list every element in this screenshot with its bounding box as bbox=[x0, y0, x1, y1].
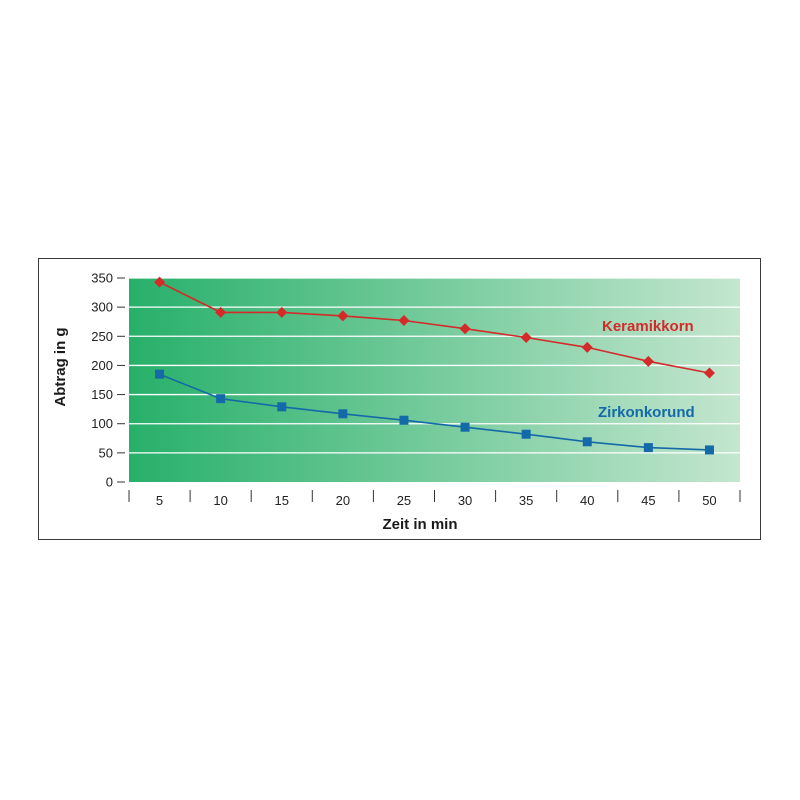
axes: 0 50 100 150 200 250 300 350 5 10 15 20 25 30 35 40 45 50 bbox=[91, 271, 741, 508]
x-tick-label: 40 bbox=[580, 493, 594, 508]
data-point-keramikkorn bbox=[276, 306, 288, 318]
y-tick-label: 300 bbox=[91, 300, 113, 315]
data-point-keramikkorn bbox=[337, 310, 349, 322]
x-tick-label: 15 bbox=[275, 493, 289, 508]
x-tick-label: 30 bbox=[458, 493, 472, 508]
x-tick-label: 10 bbox=[213, 493, 227, 508]
x-tick-label: 35 bbox=[519, 493, 533, 508]
y-tick-label: 100 bbox=[91, 416, 113, 431]
x-tick-label: 5 bbox=[156, 493, 163, 508]
y-tick-label: 250 bbox=[91, 329, 113, 344]
x-tick-label: 20 bbox=[336, 493, 350, 508]
data-point-zirkonkorund bbox=[521, 429, 531, 439]
y-tick-label: 350 bbox=[91, 271, 113, 286]
data-point-zirkonkorund bbox=[277, 402, 287, 412]
x-tick-label: 25 bbox=[397, 493, 411, 508]
y-tick-label: 0 bbox=[106, 475, 113, 490]
data-point-keramikkorn bbox=[154, 276, 166, 288]
series-label-keramikkorn: Keramikkorn bbox=[602, 318, 694, 335]
x-axis-title: Zeit in min bbox=[383, 516, 458, 533]
data-point-zirkonkorund bbox=[582, 437, 592, 447]
data-point-zirkonkorund bbox=[399, 415, 409, 425]
data-point-keramikkorn bbox=[581, 341, 593, 353]
data-point-keramikkorn bbox=[520, 331, 532, 343]
data-point-zirkonkorund bbox=[643, 443, 653, 453]
data-point-keramikkorn bbox=[703, 367, 715, 379]
y-tick-label: 150 bbox=[91, 387, 113, 402]
series-line-zirkonkorund bbox=[159, 373, 710, 451]
data-point-keramikkorn bbox=[642, 355, 654, 367]
data-point-zirkonkorund bbox=[155, 369, 165, 379]
y-tick-label: 50 bbox=[99, 445, 113, 460]
data-point-zirkonkorund bbox=[338, 409, 348, 419]
x-tick-label: 50 bbox=[702, 493, 716, 508]
data-point-zirkonkorund bbox=[460, 422, 470, 432]
data-point-zirkonkorund bbox=[704, 445, 714, 455]
y-tick-label: 200 bbox=[91, 358, 113, 373]
data-point-keramikkorn bbox=[215, 306, 227, 318]
chart-frame: 0 50 100 150 200 250 300 350 5 10 15 20 25 30 35 40 45 50… bbox=[38, 258, 761, 540]
data-point-keramikkorn bbox=[398, 315, 410, 327]
y-axis-title: Abtrag in g bbox=[52, 327, 69, 406]
line-chart: 0 50 100 150 200 250 300 350 5 10 15 20 25 30 35 40 45 50… bbox=[52, 271, 741, 533]
series-label-zirkonkorund: Zirkonkorund bbox=[598, 404, 695, 421]
data-point-zirkonkorund bbox=[216, 394, 226, 404]
series-line-keramikkorn bbox=[159, 281, 710, 374]
series-layer bbox=[154, 276, 715, 455]
x-tick-label: 45 bbox=[641, 493, 655, 508]
data-point-keramikkorn bbox=[459, 323, 471, 335]
